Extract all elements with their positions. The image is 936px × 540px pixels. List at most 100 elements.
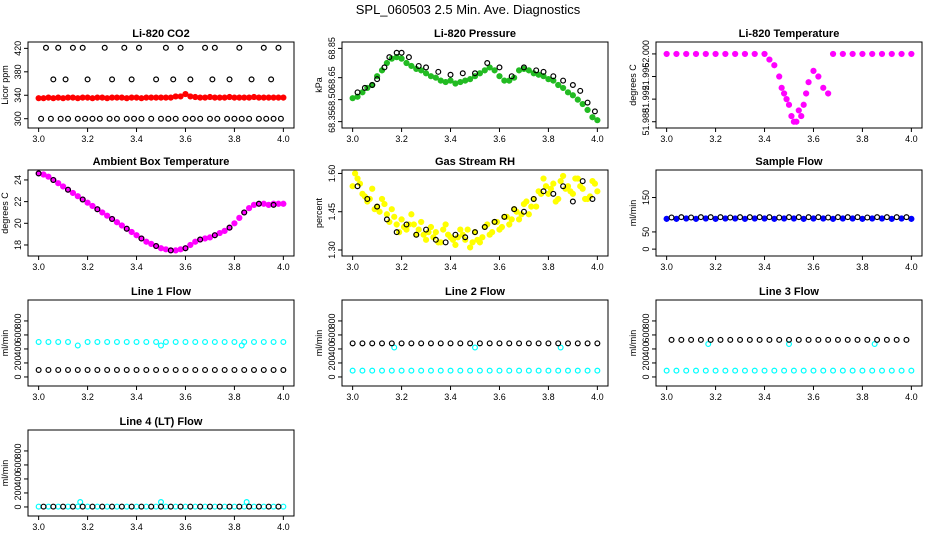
- panel-title: Ambient Box Temperature: [93, 156, 230, 168]
- data-point: [756, 214, 763, 221]
- x-tick-label: 4.0: [277, 392, 290, 402]
- data-point: [211, 338, 218, 345]
- x-tick-label: 3.4: [130, 134, 143, 144]
- data-point: [825, 336, 832, 343]
- data-point: [182, 115, 189, 122]
- data-point: [260, 366, 267, 373]
- data-point: [172, 503, 179, 510]
- data-point: [381, 200, 388, 208]
- data-point: [408, 367, 415, 374]
- data-point: [133, 338, 140, 345]
- y-tick-label: 200: [327, 355, 337, 370]
- data-point: [393, 229, 400, 236]
- data-point: [452, 231, 459, 238]
- data-point: [584, 340, 591, 347]
- x-tick-label: 3.2: [709, 392, 722, 402]
- data-point: [871, 341, 878, 348]
- data-point: [844, 214, 851, 221]
- data-point: [741, 50, 749, 58]
- data-point: [805, 79, 812, 86]
- x-tick-label: 4.0: [905, 262, 918, 272]
- data-point: [776, 336, 783, 343]
- data-point: [109, 76, 116, 83]
- x-tick-label: 3.8: [542, 134, 555, 144]
- data-point: [128, 76, 135, 83]
- data-point: [564, 340, 571, 347]
- data-point: [40, 503, 47, 510]
- data-point: [788, 112, 795, 120]
- series-open: [40, 503, 282, 510]
- panel-title: Li-820 Temperature: [739, 28, 840, 40]
- data-point: [688, 336, 695, 343]
- data-point: [167, 247, 174, 254]
- data-point: [440, 226, 447, 233]
- data-point: [123, 503, 130, 510]
- data-point: [192, 503, 199, 510]
- data-point: [280, 503, 287, 510]
- x-tick-label: 3.4: [758, 262, 771, 272]
- data-point: [555, 367, 562, 374]
- data-point: [270, 201, 277, 208]
- data-point: [177, 44, 184, 51]
- x-tick-label: 3.0: [32, 262, 45, 272]
- data-point: [761, 50, 768, 58]
- data-point: [423, 226, 430, 233]
- data-point: [459, 70, 466, 77]
- data-point: [133, 366, 140, 373]
- data-point: [678, 336, 685, 343]
- data-point: [683, 50, 690, 58]
- data-point: [432, 74, 439, 81]
- data-point: [45, 503, 52, 510]
- data-point: [383, 211, 391, 218]
- data-point: [231, 220, 238, 227]
- data-point: [89, 115, 96, 122]
- data-point: [707, 336, 714, 343]
- data-point: [790, 367, 797, 374]
- series-cyan: [349, 344, 601, 374]
- data-point: [854, 214, 861, 221]
- data-point: [577, 183, 584, 190]
- x-tick-label: 3.6: [179, 134, 192, 144]
- data-point: [869, 367, 876, 374]
- data-point: [55, 338, 62, 345]
- series-open: [354, 178, 596, 246]
- data-point: [65, 338, 72, 345]
- y-axis-label: degrees C: [628, 64, 638, 106]
- data-point: [42, 44, 49, 51]
- data-point: [84, 199, 91, 206]
- data-point: [506, 340, 513, 347]
- data-point: [50, 76, 57, 83]
- y-tick-label: 18: [13, 240, 23, 250]
- data-point: [55, 503, 62, 510]
- data-point: [398, 340, 405, 347]
- data-point: [908, 50, 915, 58]
- data-point: [209, 76, 216, 83]
- x-tick-label: 4.0: [905, 392, 918, 402]
- x-tick-label: 3.8: [542, 392, 555, 402]
- data-point: [486, 340, 493, 347]
- data-point: [47, 115, 54, 122]
- data-point: [398, 49, 405, 56]
- data-point: [104, 212, 111, 219]
- y-tick-label: 0: [327, 374, 337, 379]
- data-point: [386, 54, 393, 61]
- data-point: [751, 367, 758, 374]
- y-axis-label: ml/min: [314, 330, 324, 357]
- data-point: [263, 115, 270, 122]
- data-point: [84, 338, 91, 345]
- data-point: [418, 218, 425, 226]
- data-point: [496, 64, 503, 71]
- data-point: [815, 336, 822, 343]
- data-point: [496, 340, 503, 347]
- y-tick-label: 800: [327, 313, 337, 328]
- series-cyan: [35, 338, 287, 349]
- data-point: [467, 76, 474, 83]
- data-point: [673, 367, 680, 374]
- x-tick-label: 4.0: [591, 262, 604, 272]
- y-tick-label: 420: [13, 41, 23, 56]
- data-point: [594, 188, 601, 195]
- y-tick-label: 800: [13, 313, 23, 328]
- data-point: [388, 206, 395, 213]
- data-point: [785, 101, 793, 108]
- data-point: [761, 367, 768, 374]
